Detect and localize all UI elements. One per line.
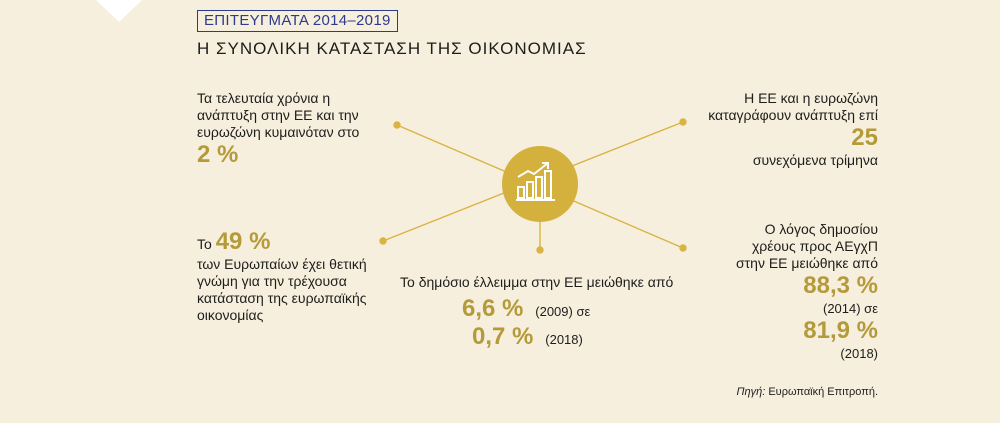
kicker-label: ΕΠΙΤΕΥΓΜΑΤΑ 2014–2019 xyxy=(197,10,398,32)
fact-debt-note1: (2014) σε xyxy=(822,301,878,316)
fact-deficit-value2: 0,7 % xyxy=(472,323,534,350)
fact-debt-value1: 88,3 % xyxy=(803,272,878,299)
fact-debt-value2: 81,9 % xyxy=(803,317,878,344)
page-title: Η ΣΥΝΟΛΙΚΗ ΚΑΤΑΣΤΑΣΗ ΤΗΣ ΟΙΚΟΝΟΜΙΑΣ xyxy=(197,39,587,58)
fact-opinion-line4: οικονομίας xyxy=(197,307,264,323)
fact-growth-line3: ευρωζώνη κυμαινόταν στο xyxy=(197,124,360,140)
fact-opinion-line2: γνώμη για την τρέχουσα xyxy=(197,273,347,289)
fact-quarters-value: 25 xyxy=(851,124,878,151)
fact-opinion-line1: των Ευρωπαίων έχει θετική xyxy=(197,256,367,272)
fact-debt-line1: Ο λόγος δημοσίου xyxy=(764,221,878,237)
fact-opinion: Το 49 % των Ευρωπαίων έχει θετική γνώμη … xyxy=(197,228,377,324)
chart-growth-icon xyxy=(516,162,555,201)
fact-deficit-note2: (2018) xyxy=(545,332,583,347)
fact-opinion-value: 49 % xyxy=(215,228,271,255)
fact-opinion-prefix: Το xyxy=(197,236,212,252)
fact-debt-line3: στην ΕΕ μειώθηκε από xyxy=(735,255,878,271)
fact-opinion-line3: κατάσταση της ευρωπαϊκής xyxy=(197,290,367,306)
fact-debt: Ο λόγος δημοσίου χρέους προς ΑΕγχΠ στην … xyxy=(700,221,878,362)
fact-debt-line2: χρέους προς ΑΕγχΠ xyxy=(751,238,878,254)
hub-circle xyxy=(502,146,578,222)
fact-debt-note2: (2018) xyxy=(840,346,878,361)
fact-deficit-value1: 6,6 % xyxy=(462,295,524,322)
fact-deficit-note1: (2009) σε xyxy=(535,304,591,319)
source-text: Ευρωπαϊκή Επιτροπή. xyxy=(768,386,878,398)
fact-growth-line2: ανάπτυξη στην ΕΕ και την xyxy=(197,107,359,123)
fact-growth-line1: Τα τελευταία χρόνια η xyxy=(197,90,331,106)
source-note: Πηγή: Ευρωπαϊκή Επιτροπή. xyxy=(700,386,878,398)
fact-quarters: Η ΕΕ και η ευρωζώνη καταγράφουν ανάπτυξη… xyxy=(680,90,878,169)
fact-quarters-line3: συνεχόμενα τρίμηνα xyxy=(752,152,878,168)
fact-quarters-line2: καταγράφουν ανάπτυξη επί xyxy=(708,107,878,123)
fact-deficit-line1: Το δημόσιο έλλειμμα στην ΕΕ μειώθηκε από xyxy=(400,274,674,290)
header-notch xyxy=(96,0,142,22)
source-label: Πηγή: xyxy=(736,386,766,398)
fact-growth: Τα τελευταία χρόνια η ανάπτυξη στην ΕΕ κ… xyxy=(197,90,397,169)
fact-growth-value: 2 % xyxy=(197,141,239,168)
fact-quarters-line1: Η ΕΕ και η ευρωζώνη xyxy=(744,90,878,106)
fact-deficit: Το δημόσιο έλλειμμα στην ΕΕ μειώθηκε από… xyxy=(400,274,690,351)
